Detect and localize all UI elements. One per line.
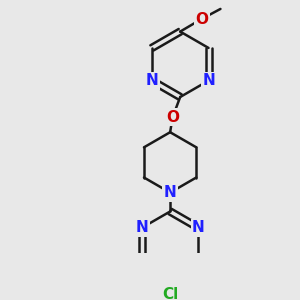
Text: N: N [202, 73, 215, 88]
Text: N: N [146, 73, 158, 88]
Text: N: N [135, 220, 148, 235]
Text: N: N [164, 185, 176, 200]
Text: O: O [166, 110, 179, 124]
Text: O: O [195, 11, 208, 26]
Text: N: N [192, 220, 205, 235]
Text: Cl: Cl [162, 287, 178, 300]
